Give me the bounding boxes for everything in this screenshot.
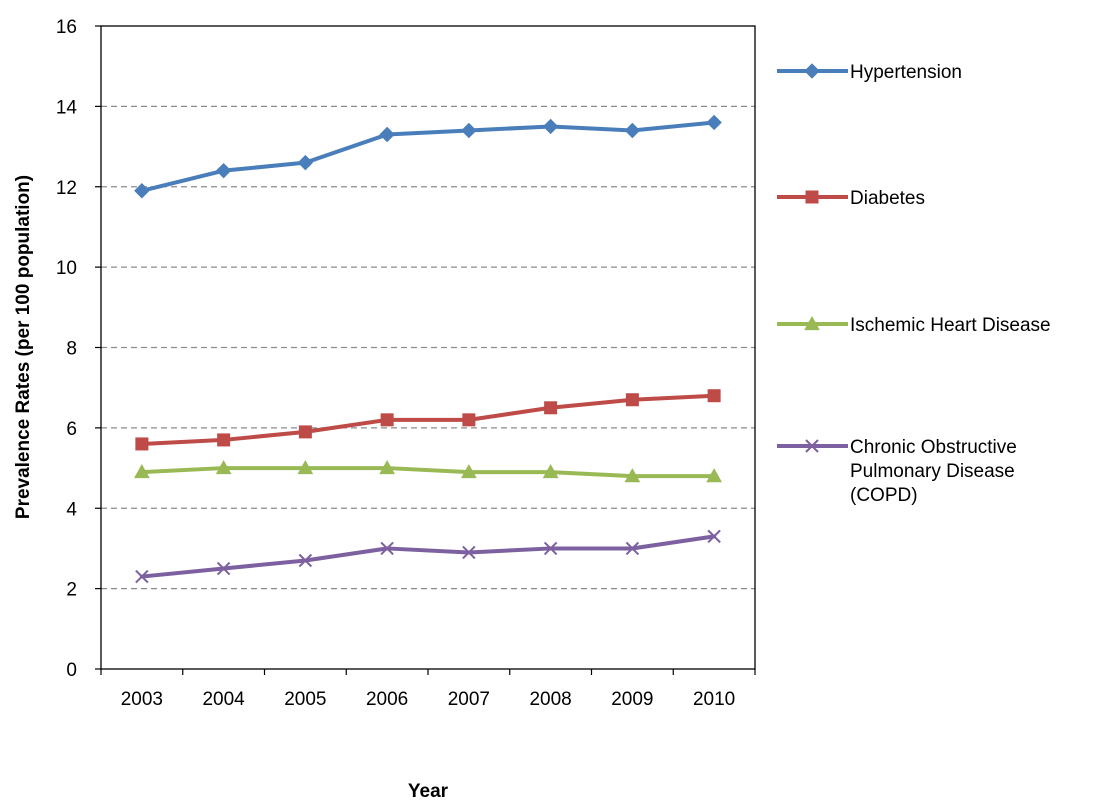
data-point [461, 464, 477, 479]
legend-swatch-marker [804, 63, 820, 79]
series-line [139, 393, 717, 446]
legend-swatch-marker [805, 190, 819, 204]
y-tick-label: 0 [66, 660, 77, 681]
data-point [544, 401, 558, 415]
data-point [297, 154, 314, 171]
data-point [462, 413, 476, 427]
data-point [542, 118, 559, 135]
legend-label: Ischemic Heart Disease [850, 315, 1051, 336]
data-point [461, 122, 477, 139]
x-tick-label: 2008 [529, 689, 571, 710]
x-axis-ticks: 2003 2004 2005 2006 2007 2008 2009 2010 [100, 669, 756, 710]
series-line [139, 466, 717, 479]
data-point [625, 541, 640, 556]
data-point [706, 114, 722, 131]
data-point [217, 433, 231, 447]
data-point [379, 126, 395, 143]
legend-label: (COPD) [850, 485, 918, 506]
series-2 [134, 460, 722, 483]
x-tick-label: 2004 [202, 689, 245, 710]
data-point [298, 425, 312, 439]
y-tick-label: 8 [66, 339, 77, 360]
data-point [624, 122, 641, 139]
series-line [139, 534, 717, 579]
x-tick-label: 2006 [366, 689, 408, 710]
legend-swatch-marker [804, 315, 820, 331]
data-point [380, 413, 394, 427]
y-tick-label: 6 [66, 419, 77, 440]
x-tick-label: 2010 [693, 689, 735, 710]
data-point [707, 529, 721, 544]
data-point [380, 541, 394, 556]
legend-label: Hypertension [850, 62, 962, 83]
data-point [216, 561, 231, 576]
legend-item: Diabetes [777, 188, 925, 209]
y-tick-label: 14 [56, 97, 78, 118]
data-point [297, 460, 314, 475]
y-axis-ticks: 0 2 4 6 8 10 12 14 16 [56, 17, 101, 681]
y-tick-label: 10 [56, 258, 77, 279]
gridlines [101, 105, 755, 590]
legend-item: Ischemic Heart Disease [777, 315, 1051, 336]
x-tick-label: 2005 [284, 689, 326, 710]
legend: Hypertension Diabetes Ischemic Heart Disea… [777, 62, 1051, 506]
data-point [215, 162, 232, 179]
legend-item: Hypertension [777, 62, 962, 83]
legend-swatch-marker [805, 439, 819, 453]
data-point [379, 460, 395, 475]
data-point [298, 553, 313, 568]
data-point [134, 464, 150, 479]
data-point [135, 569, 149, 584]
series-line [139, 120, 717, 193]
data-point [625, 393, 639, 407]
y-tick-label: 4 [66, 499, 77, 520]
y-axis-title: Prevalence Rates (per 100 population) [13, 175, 34, 519]
x-tick-label: 2009 [611, 689, 653, 710]
series-3 [135, 529, 721, 584]
data-point [543, 541, 558, 556]
series-1 [135, 389, 721, 451]
legend-label: Diabetes [850, 188, 925, 209]
data-point [624, 468, 641, 483]
series-0 [134, 114, 722, 199]
y-tick-label: 12 [56, 178, 77, 199]
data-point [135, 437, 149, 451]
data-point [134, 183, 150, 199]
x-tick-label: 2003 [121, 689, 163, 710]
x-axis-title: Year [408, 781, 449, 802]
data-point [707, 389, 721, 403]
y-tick-label: 2 [66, 580, 77, 601]
data-point [462, 545, 476, 560]
data-point [215, 460, 232, 475]
x-tick-label: 2007 [448, 689, 490, 710]
legend-item: Chronic Obstructive Pulmonary Disease (COP… [777, 437, 1017, 506]
legend-label: Chronic Obstructive [850, 437, 1017, 458]
series-layer [134, 114, 722, 584]
legend-label: Pulmonary Disease [850, 461, 1015, 482]
y-tick-label: 16 [56, 17, 77, 38]
data-point [542, 464, 559, 479]
data-point [706, 468, 722, 483]
